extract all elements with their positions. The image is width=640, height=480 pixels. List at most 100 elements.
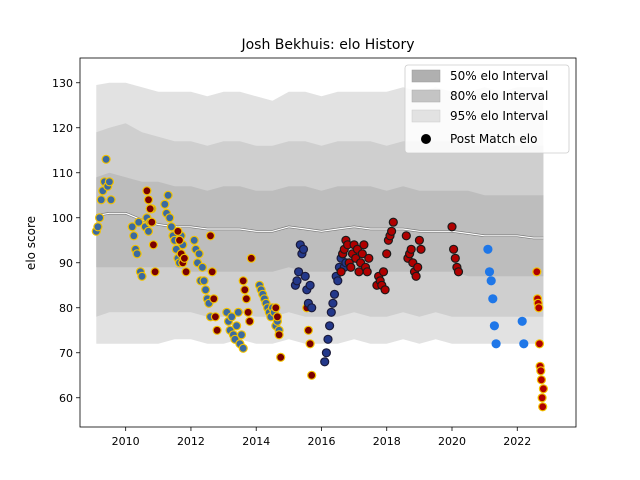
data-point [143, 226, 154, 236]
legend-label-95: 95% elo Interval [450, 109, 548, 123]
x-tick-label: 2016 [307, 435, 335, 448]
data-point [486, 276, 496, 286]
data-point [233, 307, 243, 317]
data-point [209, 294, 219, 304]
data-point [143, 195, 154, 205]
data-point [336, 267, 346, 277]
data-point [387, 226, 397, 236]
data-point [538, 402, 548, 412]
data-point [321, 348, 331, 358]
x-axis-ticks: 2010 2012 2014 2016 2018 2020 2022 [112, 427, 531, 448]
data-point [165, 213, 175, 223]
data-point [305, 280, 315, 290]
data-point [416, 244, 426, 254]
data-point [534, 339, 545, 349]
data-point [134, 217, 144, 227]
data-point [236, 330, 247, 340]
data-point [276, 352, 286, 362]
data-point [401, 231, 411, 241]
data-point [537, 393, 547, 403]
data-point [406, 244, 416, 254]
data-point [238, 276, 248, 286]
data-point [150, 267, 160, 277]
data-point [346, 262, 356, 272]
data-point [179, 253, 189, 263]
data-point [199, 276, 209, 286]
data-point [447, 222, 457, 232]
data-point [292, 276, 302, 286]
data-point [129, 231, 139, 241]
data-point [382, 249, 392, 259]
data-point [488, 294, 498, 304]
data-point [212, 325, 222, 335]
data-point [534, 303, 544, 313]
data-point [536, 375, 547, 385]
data-point [243, 307, 253, 317]
data-point [238, 343, 248, 353]
data-point [491, 339, 501, 349]
y-tick-label: 110 [52, 167, 73, 180]
data-point [210, 312, 220, 322]
y-tick-label: 100 [52, 212, 73, 225]
data-point [137, 271, 147, 281]
data-point [246, 253, 256, 263]
y-axis-label: elo score [24, 216, 38, 270]
y-tick-label: 130 [52, 77, 73, 90]
data-point [414, 235, 424, 245]
data-point [142, 186, 152, 196]
data-point [147, 217, 157, 227]
legend-swatch-50 [411, 69, 441, 83]
data-point [174, 235, 185, 245]
data-point [232, 321, 242, 331]
x-tick-label: 2022 [503, 435, 531, 448]
y-tick-label: 60 [59, 392, 73, 405]
data-point [453, 267, 464, 277]
data-point [320, 357, 330, 367]
data-point [197, 262, 207, 272]
data-point [294, 267, 304, 277]
data-point [364, 253, 374, 263]
data-point [106, 195, 116, 205]
data-point [96, 195, 106, 205]
legend-marker-post-match [421, 134, 431, 144]
data-point [166, 222, 176, 232]
data-point [449, 244, 459, 254]
data-point [329, 289, 340, 299]
data-point [450, 253, 460, 263]
legend-swatch-80 [411, 89, 441, 103]
data-point [517, 316, 527, 326]
x-tick-label: 2014 [242, 435, 270, 448]
data-point [380, 285, 390, 295]
data-point [538, 384, 549, 394]
data-point [307, 370, 317, 380]
data-point [189, 235, 199, 245]
data-point [207, 267, 217, 277]
data-point [413, 262, 423, 272]
data-point [205, 231, 216, 241]
data-point [357, 249, 367, 259]
data-point [326, 307, 336, 317]
post-match-points [91, 154, 549, 412]
data-point [359, 240, 369, 250]
data-point [93, 222, 103, 232]
band-50 [96, 172, 544, 277]
data-point [298, 244, 309, 254]
data-point [411, 271, 421, 281]
data-point [300, 271, 310, 281]
data-point [532, 267, 542, 277]
legend-label-post-match: Post Match elo [450, 132, 537, 146]
data-point [173, 226, 183, 236]
chart-title: Josh Bekhuis: elo History [240, 37, 414, 53]
legend-box [404, 64, 570, 154]
plot-frame [79, 57, 577, 428]
data-point [272, 312, 282, 322]
data-point [201, 285, 211, 295]
x-tick-label: 2018 [373, 435, 401, 448]
data-point [483, 244, 493, 254]
data-point [519, 339, 529, 349]
y-tick-label: 120 [52, 122, 73, 135]
data-point [536, 366, 546, 376]
y-tick-label: 90 [59, 257, 73, 270]
x-tick-label: 2020 [438, 435, 466, 448]
y-tick-label: 80 [59, 302, 73, 315]
